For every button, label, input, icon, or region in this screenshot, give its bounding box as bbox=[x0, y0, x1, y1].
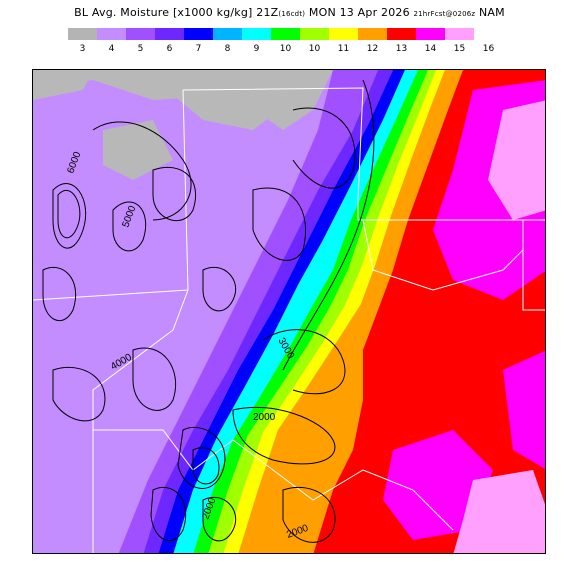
legend-tick-label: 15 bbox=[453, 44, 466, 54]
legend-swatch bbox=[184, 28, 213, 40]
terrain-contours bbox=[42, 79, 375, 543]
legend-tick-label: 13 bbox=[395, 44, 408, 54]
legend-tick-label: 9 bbox=[253, 44, 260, 54]
legend-swatch bbox=[416, 28, 445, 40]
legend-swatch bbox=[387, 28, 416, 40]
legend-tick-label: 6 bbox=[166, 44, 173, 54]
green-band bbox=[193, 70, 428, 553]
title-units: [x1000 kg/kg] bbox=[172, 6, 253, 19]
dry-pocket bbox=[33, 70, 93, 100]
blue-violet-band bbox=[143, 70, 393, 553]
pink-patch bbox=[488, 100, 545, 220]
legend-swatch bbox=[213, 28, 242, 40]
legend-swatch bbox=[155, 28, 184, 40]
legend-swatch bbox=[126, 28, 155, 40]
color-legend bbox=[68, 28, 474, 40]
legend-swatch bbox=[68, 28, 97, 40]
legend-tick-label: 8 bbox=[224, 44, 231, 54]
cyan-band bbox=[173, 70, 418, 553]
dry-pocket bbox=[173, 70, 293, 130]
legend-swatch bbox=[300, 28, 329, 40]
map-canvas: 6000 5000 4000 3000 2000 2000 2000 bbox=[33, 70, 545, 553]
legend-tick-label: 10 bbox=[308, 44, 321, 54]
moisture-map: 6000 5000 4000 3000 2000 2000 2000 bbox=[32, 69, 546, 554]
title-valid-local: (16cdt) bbox=[278, 10, 306, 18]
yellow-band bbox=[223, 70, 445, 553]
violet-band bbox=[118, 70, 378, 553]
legend-tick-label: 16 bbox=[482, 44, 495, 54]
legend-tick-label: 12 bbox=[366, 44, 379, 54]
light-violet-region bbox=[33, 70, 363, 553]
legend-labels: 3 4 5 6 7 8 9 10 10 11 12 13 14 15 16 bbox=[0, 44, 579, 58]
title-forecast: 21hrFcst@0206z bbox=[413, 10, 476, 18]
title-model: NAM bbox=[478, 6, 505, 19]
title-field: BL Avg. Moisture bbox=[74, 6, 170, 19]
legend-tick-label: 14 bbox=[424, 44, 437, 54]
magenta-patch bbox=[503, 350, 545, 469]
legend-swatch bbox=[329, 28, 358, 40]
legend-tick-label: 4 bbox=[108, 44, 115, 54]
legend-tick-label: 10 bbox=[279, 44, 292, 54]
lime-band bbox=[208, 70, 436, 553]
legend-swatch bbox=[97, 28, 126, 40]
dry-pocket bbox=[103, 120, 173, 180]
legend-swatch bbox=[445, 28, 474, 40]
pink-patch bbox=[453, 470, 545, 553]
orange-region bbox=[238, 70, 463, 553]
legend-swatch bbox=[271, 28, 300, 40]
legend-tick-label: 11 bbox=[337, 44, 350, 54]
blue-band bbox=[158, 70, 405, 553]
title-valid-hour: 21Z bbox=[256, 6, 279, 19]
contour-label: 2000 bbox=[253, 412, 276, 423]
legend-tick-label: 3 bbox=[79, 44, 86, 54]
legend-swatch bbox=[358, 28, 387, 40]
legend-tick-label: 7 bbox=[195, 44, 202, 54]
map-title: BL Avg. Moisture [x1000 kg/kg] 21Z(16cdt… bbox=[0, 6, 579, 19]
legend-tick-label: 5 bbox=[137, 44, 144, 54]
title-valid-date: MON 13 Apr 2026 bbox=[308, 6, 410, 19]
legend-swatch bbox=[242, 28, 271, 40]
